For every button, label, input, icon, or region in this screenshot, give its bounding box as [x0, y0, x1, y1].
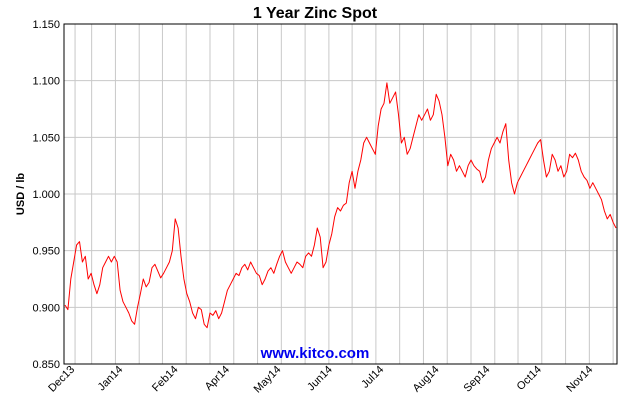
y-tick-label: 0.950 — [32, 246, 60, 258]
x-tick-label: Jan14 — [96, 364, 126, 394]
gridlines — [64, 23, 617, 365]
plot-frame — [63, 23, 618, 365]
chart-title: 1 Year Zinc Spot — [253, 5, 378, 22]
x-tick-label: Aug14 — [411, 364, 442, 395]
x-tick-label: Oct14 — [515, 364, 544, 393]
x-tick-label: Jul14 — [359, 364, 386, 391]
y-tick-label: 0.900 — [32, 302, 60, 314]
watermark: www.kitco.com — [260, 345, 370, 362]
y-tick-label: 1.050 — [32, 132, 60, 144]
series-layer — [64, 82, 617, 329]
series-line-0 — [64, 82, 617, 329]
y-tick-label: 1.150 — [32, 19, 60, 31]
x-tick-label: Nov14 — [564, 364, 595, 395]
x-tick-label: Feb14 — [150, 364, 181, 395]
x-tick-label: Sep14 — [462, 364, 493, 395]
y-tick-label: 0.850 — [32, 359, 60, 371]
x-tick-label: Apr14 — [203, 364, 232, 393]
y-axis-ticks: 0.850 0.900 0.950 1.000 1.050 1.100 1.150 — [32, 19, 60, 371]
y-tick-label: 1.000 — [32, 189, 60, 201]
y-axis-label: USD / lb — [15, 173, 27, 215]
x-tick-label: Jun14 — [305, 364, 335, 394]
x-tick-label: May14 — [252, 364, 284, 396]
x-axis-ticks: Dec13 Jan14 Feb14 Apr14 May14 Jun14 Jul14 Aug14… — [46, 364, 595, 396]
y-tick-label: 1.100 — [32, 76, 60, 88]
